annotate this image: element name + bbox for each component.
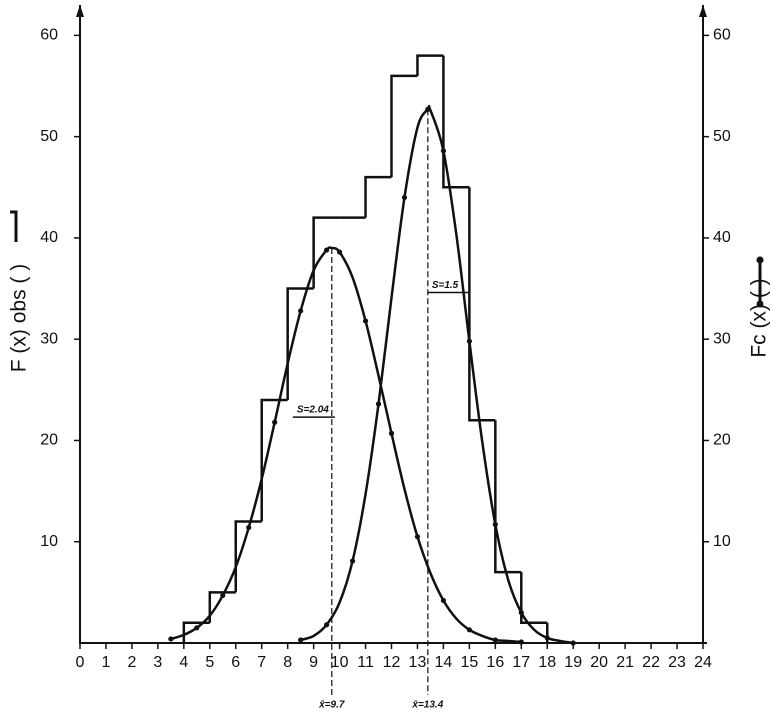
fit-point xyxy=(272,419,278,425)
histogram-step xyxy=(364,175,392,218)
histogram-step xyxy=(442,55,470,189)
axis-arrows xyxy=(76,5,707,17)
fit-point xyxy=(414,534,421,540)
fit-point xyxy=(324,247,330,253)
fit-point xyxy=(492,637,498,643)
mean-label: x̄=13.4 xyxy=(411,700,443,711)
y2-tick-label: 10 xyxy=(713,533,731,550)
x-tick-label: 23 xyxy=(668,654,686,671)
legend-dot-icon xyxy=(756,256,764,308)
fit-curve xyxy=(300,104,574,645)
fit-point xyxy=(401,194,408,201)
fit-point xyxy=(168,636,174,642)
y-axis-label: F (x) obs ( ) xyxy=(8,264,31,373)
x-tick-label: 22 xyxy=(642,654,660,671)
fit-point xyxy=(349,558,356,564)
x-tick-label: 16 xyxy=(486,654,504,671)
histogram-step xyxy=(416,54,444,76)
y2-tick-label: 60 xyxy=(713,27,731,44)
fit-point xyxy=(388,430,395,436)
x-tick-label: 9 xyxy=(309,654,318,671)
x-tick-label: 3 xyxy=(153,654,162,671)
y2-tick-label: 50 xyxy=(713,128,731,145)
y-tick-label: 30 xyxy=(40,330,58,347)
fit-point xyxy=(518,639,524,645)
x-tick-label: 2 xyxy=(127,654,136,671)
y-tick-label: 50 xyxy=(40,128,58,145)
x-tick-label: 7 xyxy=(257,654,266,671)
x-tick-label: 17 xyxy=(512,654,530,671)
y-tick-label: 10 xyxy=(40,533,58,550)
fit-point xyxy=(492,521,498,528)
histogram-step xyxy=(520,572,548,624)
x-tick-label: 18 xyxy=(538,654,556,671)
fit-point xyxy=(298,308,304,314)
x-tick-label: 20 xyxy=(590,654,608,671)
x-tick-label: 21 xyxy=(616,654,634,671)
mean-label: x̄=9.7 xyxy=(318,700,345,711)
x-tick-label: 19 xyxy=(564,654,582,671)
y-tick-label: 40 xyxy=(40,229,58,246)
x-tick-label: 11 xyxy=(357,654,374,671)
x-tick-label: 5 xyxy=(205,654,214,671)
y-tick-label: 60 xyxy=(40,27,58,44)
fit-point xyxy=(466,338,472,344)
histogram-step xyxy=(312,216,340,289)
fit-point xyxy=(375,401,382,407)
x-tick-label: 8 xyxy=(283,654,292,671)
x-tick-label: 24 xyxy=(694,654,712,671)
histogram-step xyxy=(468,187,496,422)
fit-point xyxy=(220,592,226,599)
y2-tick-label: 20 xyxy=(713,432,731,449)
x-tick-label: 4 xyxy=(179,654,188,671)
spread-label: S=1.5 xyxy=(432,280,459,291)
histogram-step xyxy=(208,591,236,623)
fit-point xyxy=(518,610,524,616)
fit-point xyxy=(466,627,472,633)
fit-point xyxy=(362,318,369,324)
fit-point xyxy=(194,625,200,631)
fit-point xyxy=(570,640,576,646)
fit-point xyxy=(246,524,252,531)
fit-point xyxy=(298,637,304,643)
x-tick-label: 12 xyxy=(383,654,401,671)
x-tick-label: 13 xyxy=(409,654,427,671)
y2-tick-label: 30 xyxy=(713,330,731,347)
x-tick-label: 14 xyxy=(435,654,453,671)
histogram-step xyxy=(390,74,418,178)
x-tick-label: 6 xyxy=(231,654,240,671)
fit-point xyxy=(324,622,330,628)
fit-point xyxy=(440,597,447,604)
fit-point xyxy=(336,249,343,255)
fit-point xyxy=(544,635,550,641)
histogram-step xyxy=(494,420,522,574)
x-tick-label: 10 xyxy=(331,654,349,671)
x-tick-label: 0 xyxy=(76,654,85,671)
y2-axis-label: Fc (x) ( ) xyxy=(748,278,770,357)
fit-point xyxy=(440,148,447,154)
y-tick-label: 20 xyxy=(40,432,58,449)
legend-step-icon xyxy=(10,210,18,242)
y2-tick-label: 40 xyxy=(713,229,731,246)
axes xyxy=(79,5,707,644)
spread-label: S=2.04 xyxy=(297,405,329,416)
x-tick-label: 1 xyxy=(102,654,111,671)
x-tick-label: 15 xyxy=(460,654,478,671)
